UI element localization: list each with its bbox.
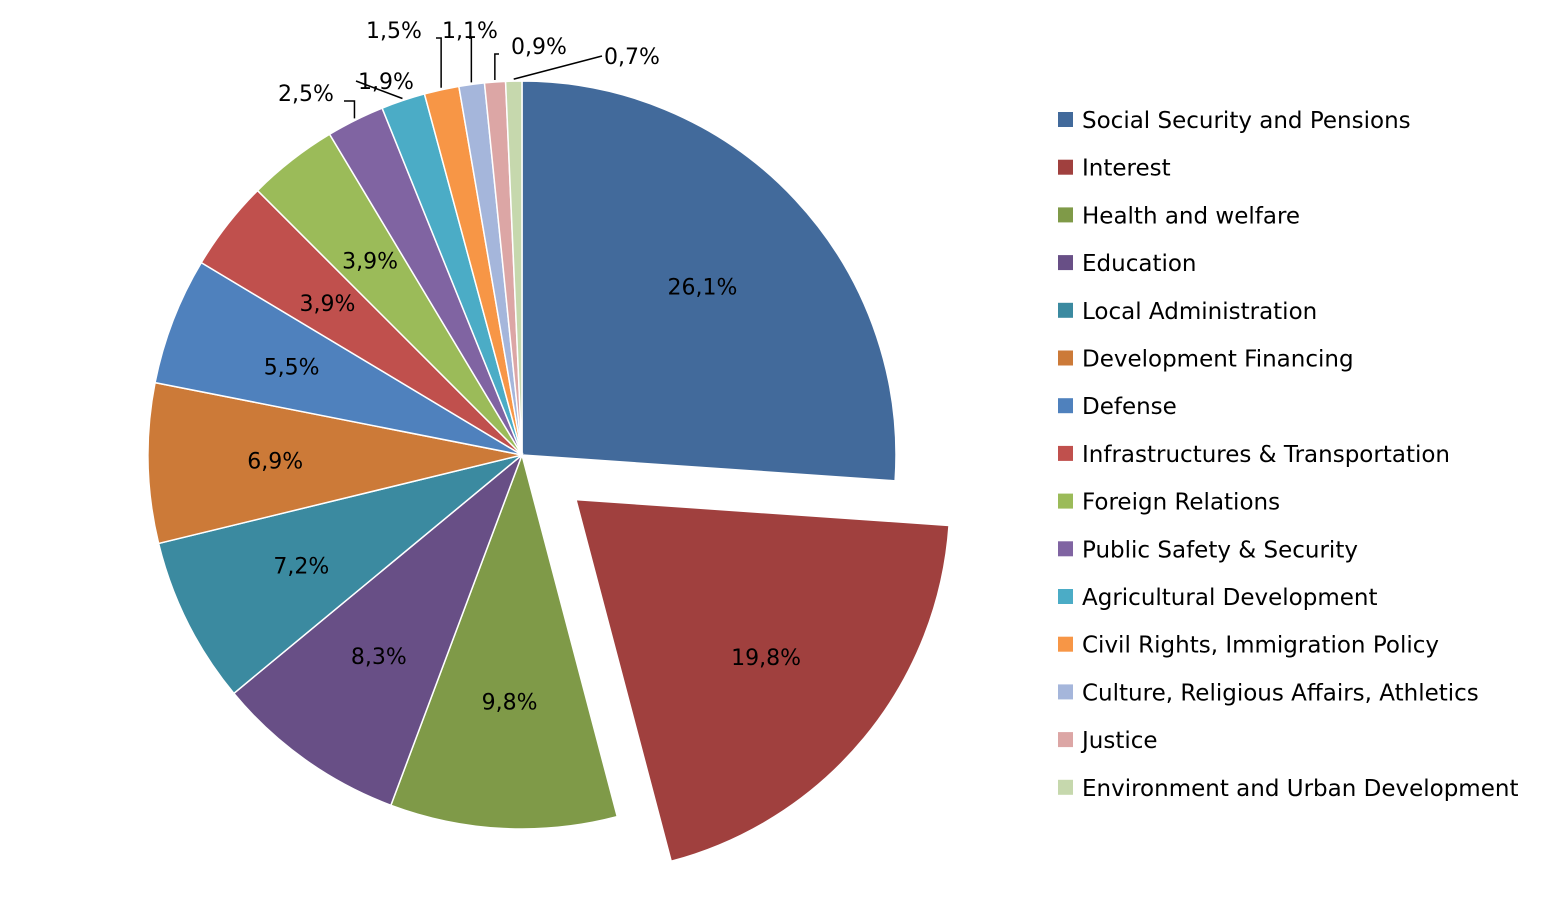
slice-labels: 26,1% 19,8% 9,8% 8,3% 7,2% 6,9% 5,5% 3,9% 3,9% 2,… bbox=[247, 19, 801, 716]
pie-slices bbox=[147, 80, 950, 863]
legend-entry-justice: Justice bbox=[1080, 728, 1158, 754]
data-label-civil-rights-immigration-policy: 1,5% bbox=[366, 19, 422, 44]
legend-swatch-foreign-relations bbox=[1058, 493, 1073, 509]
legend-entry-defense: Defense bbox=[1082, 394, 1177, 420]
legend-entry-agricultural-development: Agricultural Development bbox=[1082, 585, 1377, 611]
legend-swatch-infrastructures-and-transportation bbox=[1058, 445, 1073, 461]
pie-slice-development-financing bbox=[147, 381, 523, 545]
legend-entry-culture-religious-affairs-athletics: Culture, Religious Affairs, Athletics bbox=[1082, 680, 1479, 706]
data-label-infrastructures-and-transportation: 3,9% bbox=[299, 292, 355, 317]
legend-swatch-development-financing bbox=[1058, 350, 1073, 366]
legend-entry-infrastructures-and-transportation: Infrastructures & Transportation bbox=[1082, 442, 1450, 468]
legend-entry-public-safety-and-security: Public Safety & Security bbox=[1082, 537, 1358, 563]
data-label-defense: 5,5% bbox=[264, 355, 320, 380]
leader-line-justice bbox=[494, 53, 499, 80]
pie-slice-education bbox=[232, 452, 524, 807]
data-label-education: 8,3% bbox=[351, 645, 407, 670]
legend-entry-local-administration: Local Administration bbox=[1082, 299, 1317, 325]
legend-entry-development-financing: Development Financing bbox=[1082, 347, 1354, 373]
data-label-agricultural-development: 1,9% bbox=[358, 70, 414, 95]
pie-slice-interest bbox=[574, 498, 950, 863]
legend-swatch-justice bbox=[1058, 732, 1073, 748]
pie-slice-environment-and-urban-development bbox=[504, 80, 523, 456]
legend-entry-civil-rights-immigration-policy: Civil Rights, Immigration Policy bbox=[1082, 633, 1439, 659]
pie-slice-social-security-and-pensions bbox=[521, 80, 897, 482]
legend-swatch-interest bbox=[1058, 159, 1073, 175]
leader-line-civil-rights-immigration-policy bbox=[436, 37, 442, 88]
data-label-foreign-relations: 3,9% bbox=[342, 249, 398, 274]
legend-entry-foreign-relations: Foreign Relations bbox=[1082, 490, 1280, 516]
data-label-public-safety-and-security: 2,5% bbox=[278, 82, 334, 107]
legend-entry-education: Education bbox=[1082, 251, 1197, 277]
pie-slice-health-and-welfare bbox=[389, 452, 619, 830]
data-label-environment-and-urban-development: 0,7% bbox=[604, 45, 660, 70]
leader-line-public-safety-and-security bbox=[344, 100, 356, 119]
legend-swatch-environment-and-urban-development bbox=[1058, 779, 1073, 795]
legend-swatch-culture-religious-affairs-athletics bbox=[1058, 684, 1073, 700]
data-label-interest: 19,8% bbox=[731, 646, 801, 671]
legend-swatch-local-administration bbox=[1058, 302, 1073, 318]
data-label-local-administration: 7,2% bbox=[273, 555, 329, 580]
legend-entry-social-security-and-pensions: Social Security and Pensions bbox=[1082, 108, 1411, 134]
legend-entry-health-and-welfare: Health and welfare bbox=[1082, 203, 1300, 229]
legend-swatch-social-security-and-pensions bbox=[1058, 112, 1073, 127]
leader-lines bbox=[344, 37, 603, 119]
legend-swatch-civil-rights-immigration-policy bbox=[1058, 636, 1073, 652]
legend-swatch-education bbox=[1058, 255, 1073, 271]
data-label-culture-religious-affairs-athletics: 1,1% bbox=[442, 19, 498, 44]
pie-slice-defense bbox=[154, 261, 523, 456]
leader-line-agricultural-development bbox=[355, 80, 403, 100]
data-label-justice: 0,9% bbox=[511, 35, 567, 60]
leader-line-culture-religious-affairs-athletics bbox=[469, 37, 473, 83]
data-label-social-security-and-pensions: 26,1% bbox=[668, 276, 738, 301]
legend-swatch-health-and-welfare bbox=[1058, 207, 1073, 223]
data-label-development-financing: 6,9% bbox=[247, 449, 303, 474]
legend-swatch-public-safety-and-security bbox=[1058, 541, 1073, 557]
legend-entry-environment-and-urban-development: Environment and Urban Development bbox=[1082, 776, 1518, 802]
leader-line-environment-and-urban-development bbox=[513, 55, 603, 80]
legend: Social Security and Pensions Interest Heal… bbox=[1058, 108, 1518, 802]
pie-slice-local-administration bbox=[157, 454, 523, 695]
legend-swatch-defense bbox=[1058, 398, 1073, 414]
legend-entry-interest: Interest bbox=[1082, 156, 1171, 182]
legend-swatch-agricultural-development bbox=[1058, 589, 1073, 604]
data-label-health-and-welfare: 9,8% bbox=[482, 691, 538, 716]
